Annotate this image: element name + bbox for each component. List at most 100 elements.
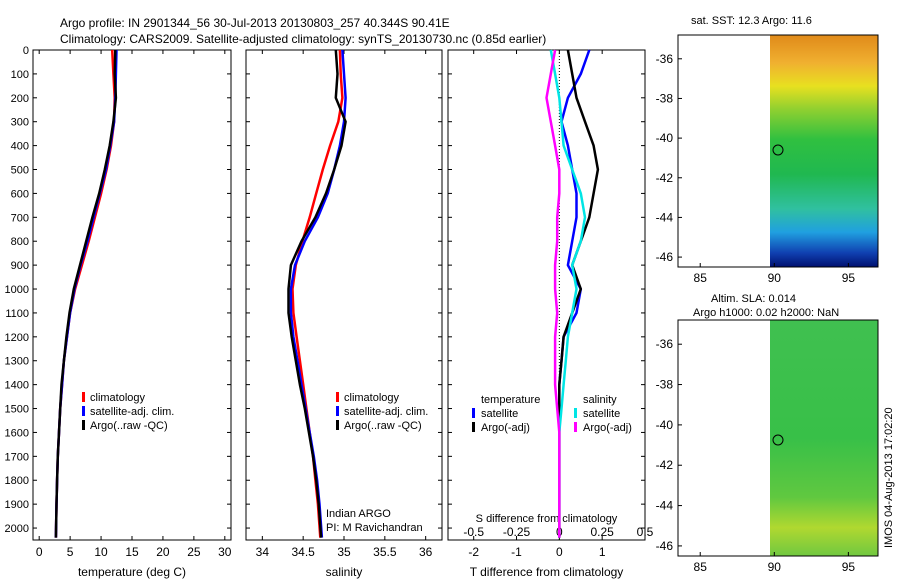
- sal-xtick-label: 36: [419, 545, 433, 559]
- annotation-pi: PI: M Ravichandran: [326, 522, 423, 534]
- sst-ytick-label: -46: [656, 250, 674, 264]
- depth-tick-label: 400: [11, 141, 29, 153]
- sst-xtick-label: 95: [842, 271, 856, 285]
- legend-group-salinity: salinity: [583, 394, 617, 406]
- temp-legend-label: climatology: [90, 392, 146, 404]
- sal-xtick-label: 35.5: [373, 545, 397, 559]
- depth-tick-label: 1000: [5, 284, 29, 296]
- depth-tick-label: 1800: [5, 475, 29, 487]
- sla-ytick-label: -36: [656, 337, 674, 351]
- depth-tick-label: 700: [11, 212, 29, 224]
- sst-map-frame: [677, 34, 879, 268]
- salinity-diff-tick-label: 0.5: [637, 525, 654, 539]
- depth-tick-label: 1500: [5, 404, 29, 416]
- diff-xtick-label: 1: [599, 545, 606, 559]
- sla-map-title-2: Argo h1000: 0.02 h2000: NaN: [693, 307, 839, 319]
- temp-xtick-label: 25: [187, 545, 201, 559]
- sal-legend-label: satellite-adj. clim.: [344, 406, 428, 418]
- sst-ytick-label: -44: [656, 210, 674, 224]
- temp-series-1-line: [54, 49, 118, 538]
- sla-map-frame: [677, 319, 879, 557]
- sal-xtick-label: 35: [337, 545, 351, 559]
- diff-legend-label: Argo(-adj): [583, 422, 632, 434]
- diff-legend-swatch: [574, 408, 577, 418]
- footer-timestamp: IMOS 04-Aug-2013 17:02:20: [883, 407, 895, 548]
- diff-legend-swatch: [574, 422, 577, 432]
- sla-ytick-label: -40: [656, 418, 674, 432]
- diff-xtick-label: -1: [511, 545, 522, 559]
- temperature-plot-frame: [32, 49, 232, 541]
- sla-xtick-label: 85: [694, 560, 708, 574]
- depth-tick-label: 100: [11, 69, 29, 81]
- diff-legend-label: satellite: [481, 408, 518, 420]
- annotation-indian-argo: Indian ARGO: [326, 508, 391, 520]
- sla-xtick-label: 90: [768, 560, 782, 574]
- diff-xlabel: T difference from climatology: [470, 565, 624, 579]
- legend-group-temperature: temperature: [481, 394, 540, 406]
- sal-legend-label: Argo(..raw -QC): [344, 420, 422, 432]
- salinity-diff-tick-label: 0.25: [590, 525, 614, 539]
- sal-legend-label: climatology: [344, 392, 400, 404]
- depth-tick-label: 1100: [5, 308, 29, 320]
- sla-xtick-label: 95: [842, 560, 856, 574]
- sst-xtick-label: 90: [768, 271, 782, 285]
- sst-ytick-label: -36: [656, 52, 674, 66]
- sal-xtick-label: 34.5: [291, 545, 315, 559]
- sla-map-title-1: Altim. SLA: 0.014: [711, 293, 796, 305]
- sal-xlabel: salinity: [326, 565, 363, 579]
- depth-tick-label: 1300: [5, 356, 29, 368]
- depth-tick-label: 800: [11, 236, 29, 248]
- temp-legend-label: satellite-adj. clim.: [90, 406, 174, 418]
- salinity-diff-tick-label: -0.5: [463, 525, 484, 539]
- depth-tick-label: 500: [11, 165, 29, 177]
- temp-legend-label: Argo(..raw -QC): [90, 420, 168, 432]
- title-line-1: Argo profile: IN 2901344_56 30-Jul-2013 …: [60, 16, 450, 30]
- salinity-diff-tick-label: -0.25: [503, 525, 531, 539]
- diff-xtick-label: 0: [556, 545, 563, 559]
- diff-legend-swatch: [472, 408, 475, 418]
- sst-ytick-label: -40: [656, 131, 674, 145]
- sla-ytick-label: -42: [656, 458, 674, 472]
- depth-tick-label: 2000: [5, 523, 29, 535]
- temp-legend-swatch: [82, 392, 85, 402]
- diff-legend-label: Argo(-adj): [481, 422, 530, 434]
- depth-tick-label: 900: [11, 260, 29, 272]
- depth-tick-label: 200: [11, 93, 29, 105]
- sst-map-float-marker: [772, 144, 784, 156]
- diff-xtick-label: -2: [468, 545, 479, 559]
- salinity-diff-axis-label: S difference from climatology: [476, 513, 618, 525]
- sst-map-image: [770, 35, 878, 267]
- diff-series-3-line: [545, 49, 561, 538]
- sla-ytick-label: -44: [656, 499, 674, 513]
- sal-series-2-line: [287, 49, 347, 538]
- title-line-2: Climatology: CARS2009. Satellite-adjuste…: [60, 32, 546, 46]
- temp-legend-swatch: [82, 406, 85, 416]
- diff-legend-swatch: [472, 422, 475, 432]
- sal-legend-swatch: [336, 420, 339, 430]
- depth-tick-label: 1700: [5, 451, 29, 463]
- depth-tick-label: 1400: [5, 380, 29, 392]
- temp-xtick-label: 15: [125, 545, 139, 559]
- sst-ytick-label: -42: [656, 171, 674, 185]
- sla-map-image: [770, 320, 878, 556]
- depth-tick-label: 0: [23, 45, 29, 57]
- sal-xtick-label: 34: [256, 545, 270, 559]
- temp-xtick-label: 30: [218, 545, 232, 559]
- temp-series-2-line: [54, 49, 118, 538]
- depth-tick-label: 1900: [5, 499, 29, 511]
- sst-xtick-label: 85: [694, 271, 708, 285]
- diff-legend-label: satellite: [583, 408, 620, 420]
- depth-tick-label: 1200: [5, 332, 29, 344]
- temp-xlabel: temperature (deg C): [78, 565, 186, 579]
- temp-legend-swatch: [82, 420, 85, 430]
- depth-tick-label: 1600: [5, 427, 29, 439]
- diff-series-1-line: [558, 49, 600, 538]
- temp-xtick-label: 5: [67, 545, 74, 559]
- sst-ytick-label: -38: [656, 91, 674, 105]
- depth-tick-label: 300: [11, 117, 29, 129]
- sla-ytick-label: -46: [656, 539, 674, 553]
- sla-ytick-label: -38: [656, 378, 674, 392]
- temp-xtick-label: 20: [156, 545, 170, 559]
- sla-map-float-marker: [772, 434, 784, 446]
- difference-plot-frame: [447, 49, 646, 541]
